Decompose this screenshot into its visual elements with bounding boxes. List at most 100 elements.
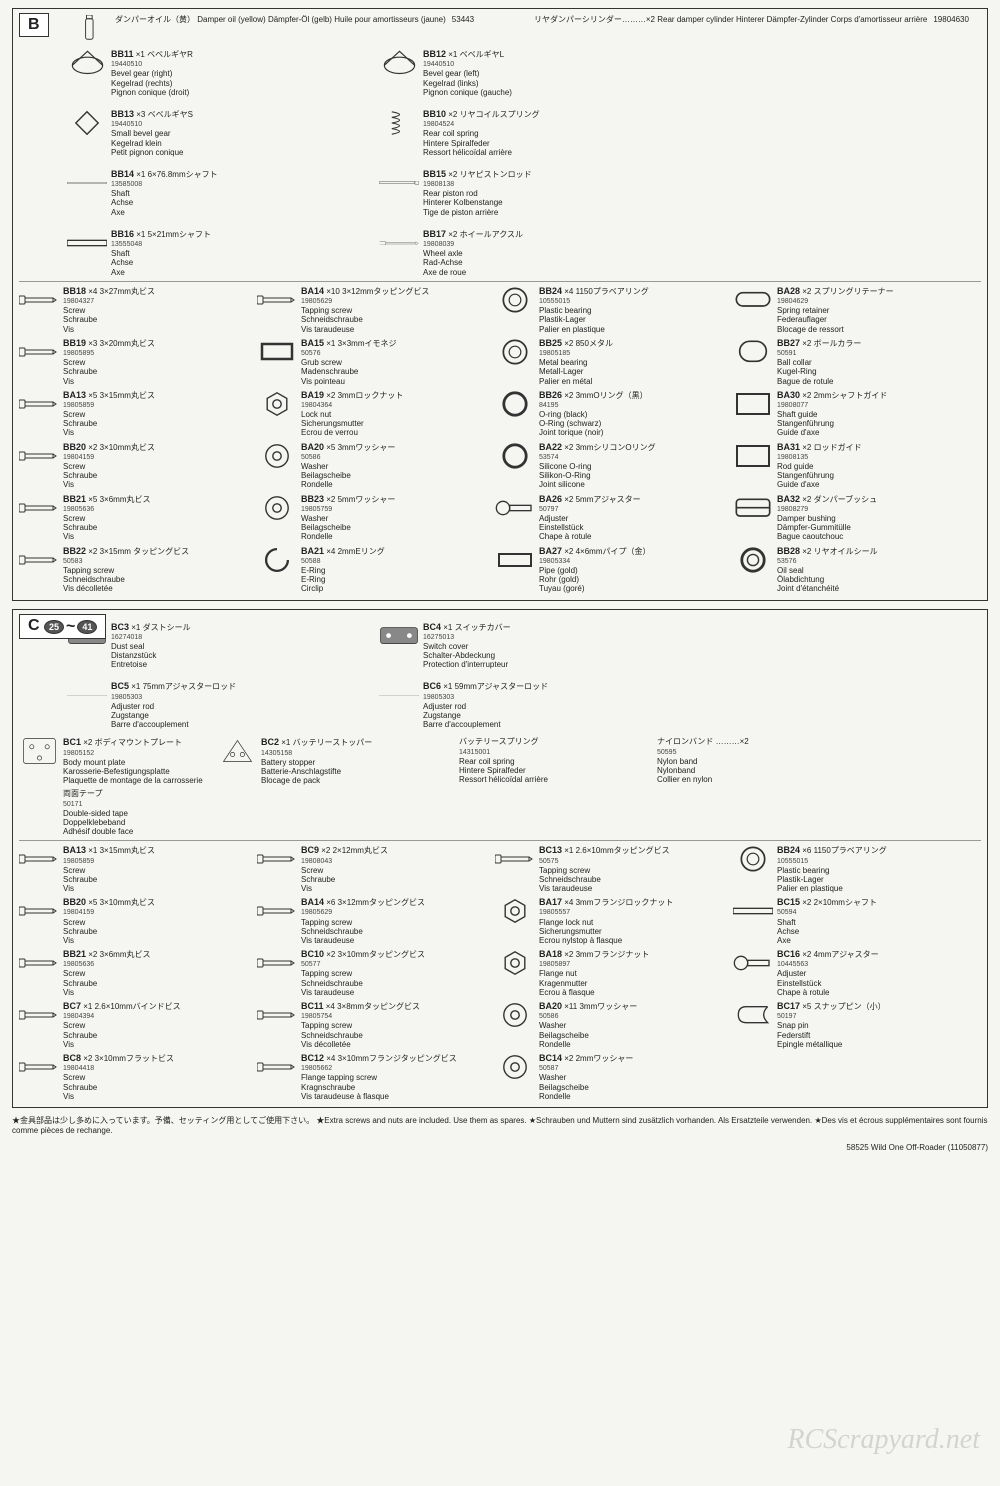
part-item: BC6 ×1 59mmアジャスターロッド19805303Adjuster rod… [379, 681, 679, 729]
part-item: BC3 ×1 ダストシール16274018Dust sealDistanzstü… [67, 622, 367, 670]
part-text: BB18 ×4 3×27mm丸ビス19804327ScrewSchraubeVi… [63, 286, 249, 334]
part-text: BA31 ×2 ロッドガイド19808135Rod guideStangenfü… [777, 442, 963, 490]
oil-en: Damper oil (yellow) [197, 15, 265, 24]
part-item: BC5 ×1 75mmアジャスターロッド19805303Adjuster rod… [67, 681, 367, 729]
step-tilde: ~ [66, 618, 75, 636]
screw-icon [257, 286, 297, 314]
part-text: BB24 ×4 1150プラベアリング10555015Plastic beari… [539, 286, 725, 334]
part-item: BB26 ×2 3mmOリング（黒）84195O-ring (black)O-R… [495, 390, 725, 438]
part-item: BC4 ×1 スイッチカバー16275013Switch coverSchalt… [379, 622, 679, 670]
part-item: BB20 ×2 3×10mm丸ビス19804159ScrewSchraubeVi… [19, 442, 249, 490]
axle-icon [379, 229, 419, 257]
part-text: BB16 ×1 5×21mmシャフト13555048ShaftAchseAxe [111, 229, 367, 277]
part-text: BB20 ×5 3×10mm丸ビス19804159ScrewSchraubeVi… [63, 897, 249, 945]
part-item: BB24 ×4 1150プラベアリング10555015Plastic beari… [495, 286, 725, 334]
part-item: BA17 ×4 3mmフランジロックナット19805557Flange lock… [495, 897, 725, 945]
screw-icon [19, 546, 59, 574]
sshaft-icon [67, 229, 107, 257]
footnote-jp: ★金具部品は少し多めに入っています。予備、セッティング用としてご使用下さい。 [12, 1116, 314, 1125]
part-text: BA21 ×4 2mmEリング50588E-RingE-RingCirclip [301, 546, 487, 594]
washer-icon [495, 1053, 535, 1081]
guide-icon [733, 442, 773, 470]
part-text: BC8 ×2 3×10mmフラットビス19804418ScrewSchraube… [63, 1053, 249, 1101]
part-text: BA18 ×2 3mmフランジナット19805897Flange nutKrag… [539, 949, 725, 997]
part-item: BC11 ×4 3×8mmタッピングビス19805754Tapping scre… [257, 1001, 487, 1049]
cyl-en: Rear damper cylinder [657, 15, 733, 24]
adjuster-icon [495, 494, 535, 522]
section-c-top-parts: BC3 ×1 ダストシール16274018Dust sealDistanzstü… [67, 622, 981, 730]
part-item: BA32 ×2 ダンパーブッシュ19808279Damper bushingDä… [733, 494, 963, 542]
part-item: BB28 ×2 リヤオイルシール53576Oil sealÖlabdichtun… [733, 546, 963, 594]
part-text: 両面テープ50171Double-sided tapeDoppelklebeba… [63, 789, 209, 836]
oil-jp: ダンパーオイル（黄） [115, 15, 195, 24]
gear-icon [67, 49, 107, 77]
plate-icon [379, 622, 419, 650]
screw-icon [19, 845, 59, 873]
ring-icon [495, 286, 535, 314]
part-text: BC7 ×1 2.6×10mmバインドビス19804394ScrewSchrau… [63, 1001, 249, 1049]
part-text: BA14 ×10 3×12mmタッピングビス19805629Tapping sc… [301, 286, 487, 334]
part-text: BA30 ×2 2mmシャフトガイド19808077Shaft guideSta… [777, 390, 963, 438]
part-item: BB13 ×3 ベベルギヤS19440510Small bevel gearKe… [67, 109, 367, 157]
part-item: BC1 ×2 ボディマウントプレート19805152Body mount pla… [19, 737, 209, 785]
part-item: BA15 ×1 3×3mmイモネジ50576Grub screwMadensch… [257, 338, 487, 386]
part-text: BB28 ×2 リヤオイルシール53576Oil sealÖlabdichtun… [777, 546, 963, 594]
part-text: バッテリースプリング14315001Rear coil springHinter… [459, 737, 605, 784]
part-text: BA26 ×2 5mmアジャスター50797AdjusterEinstellst… [539, 494, 725, 542]
bplate-icon [19, 737, 59, 765]
section-b-grid: BB18 ×4 3×27mm丸ビス19804327ScrewSchraubeVi… [19, 286, 981, 594]
part-text: BB15 ×2 リヤピストンロッド19808138Rear piston rod… [423, 169, 679, 217]
part-text: BB20 ×2 3×10mm丸ビス19804159ScrewSchraubeVi… [63, 442, 249, 490]
part-item: BB14 ×1 6×76.8mmシャフト13585008ShaftAchseAx… [67, 169, 367, 217]
screw-icon [257, 897, 297, 925]
part-item: ナイロンバンド ………×250595Nylon bandNylonbandCol… [613, 737, 803, 785]
cyl-num: 19804630 [933, 15, 969, 25]
oil-fr: Huile pour amortisseurs (jaune) [334, 15, 446, 24]
part-text: BC9 ×2 2×12mm丸ビス19808043ScrewSchraubeVis [301, 845, 487, 893]
part-text: BB22 ×2 3×15mm タッピングビス50583Tapping screw… [63, 546, 249, 594]
part-item: BA13 ×5 3×15mm丸ビス19805859ScrewSchraubeVi… [19, 390, 249, 438]
retainer-icon [733, 286, 773, 314]
oil-bottle-icon [69, 15, 109, 43]
part-text: ナイロンバンド ………×250595Nylon bandNylonbandCol… [657, 737, 803, 784]
ering-icon [257, 546, 297, 574]
part-item: BC8 ×2 3×10mmフラットビス19804418ScrewSchraube… [19, 1053, 249, 1101]
screw-icon [19, 949, 59, 977]
part-text: BA22 ×2 3mmシリコンOリング53574Silicone O-ringS… [539, 442, 725, 490]
part-text: BC10 ×2 3×10mmタッピングビス50577Tapping screwS… [301, 949, 487, 997]
footnote-de: ★Schrauben und Muttern sind zusätzlich v… [529, 1116, 812, 1125]
part-text: BB14 ×1 6×76.8mmシャフト13585008ShaftAchseAx… [111, 169, 367, 217]
part-text: BB23 ×2 5mmワッシャー19805759WasherBeilagsche… [301, 494, 487, 542]
seal-icon [733, 546, 773, 574]
part-text: BC11 ×4 3×8mmタッピングビス19805754Tapping scre… [301, 1001, 487, 1049]
part-item: BB16 ×1 5×21mmシャフト13555048ShaftAchseAxe [67, 229, 367, 277]
part-text: BA13 ×1 3×15mm丸ビス19805859ScrewSchraubeVi… [63, 845, 249, 893]
part-item: BA13 ×1 3×15mm丸ビス19805859ScrewSchraubeVi… [19, 845, 249, 893]
part-item: BB22 ×2 3×15mm タッピングビス50583Tapping screw… [19, 546, 249, 594]
none-icon [613, 737, 653, 765]
part-text: BB24 ×6 1150プラベアリング10555015Plastic beari… [777, 845, 963, 893]
part-item: BC2 ×1 バッテリーストッパー14305158Battery stopper… [217, 737, 407, 785]
washer-icon [257, 442, 297, 470]
footnote-en: ★Extra screws and nuts are included. Use… [316, 1116, 526, 1125]
shaft-icon [67, 169, 107, 197]
gear-icon [379, 49, 419, 77]
oring-icon [495, 390, 535, 418]
nut-icon [495, 949, 535, 977]
part-item: BB24 ×6 1150プラベアリング10555015Plastic beari… [733, 845, 963, 893]
spring-icon [379, 109, 419, 137]
section-c-label: C 25 ~ 41 [19, 614, 106, 639]
longrod-icon [67, 681, 107, 709]
step-start: 25 [44, 620, 64, 634]
sgear-icon [67, 109, 107, 137]
washer-icon [495, 1001, 535, 1029]
screw-icon [19, 1053, 59, 1081]
part-text: BA20 ×5 3mmワッシャー50586WasherBeilagscheibe… [301, 442, 487, 490]
part-item: BC9 ×2 2×12mm丸ビス19808043ScrewSchraubeVis [257, 845, 487, 893]
watermark: RCScrapyard.net [787, 1424, 980, 1456]
screw-icon [19, 494, 59, 522]
part-text: BC14 ×2 2mmワッシャー50587WasherBeilagscheibe… [539, 1053, 725, 1101]
rod-icon [379, 169, 419, 197]
none-icon [415, 737, 455, 765]
washer-icon [257, 494, 297, 522]
